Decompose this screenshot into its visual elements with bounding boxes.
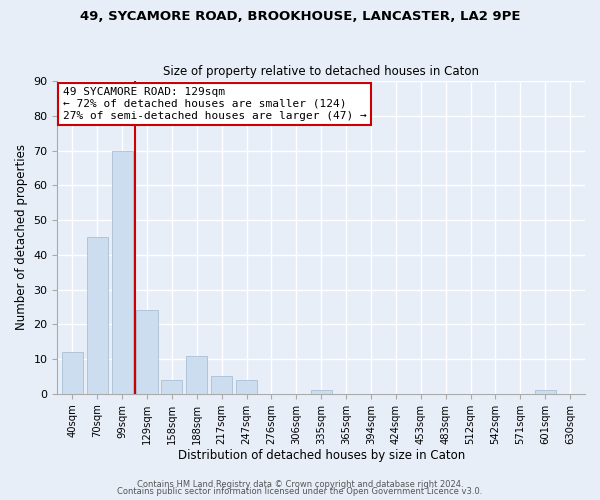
Text: 49, SYCAMORE ROAD, BROOKHOUSE, LANCASTER, LA2 9PE: 49, SYCAMORE ROAD, BROOKHOUSE, LANCASTER… [80,10,520,23]
X-axis label: Distribution of detached houses by size in Caton: Distribution of detached houses by size … [178,450,465,462]
Text: 49 SYCAMORE ROAD: 129sqm
← 72% of detached houses are smaller (124)
27% of semi-: 49 SYCAMORE ROAD: 129sqm ← 72% of detach… [62,88,367,120]
Text: Contains HM Land Registry data © Crown copyright and database right 2024.: Contains HM Land Registry data © Crown c… [137,480,463,489]
Bar [136,310,158,394]
Bar [186,356,208,394]
Y-axis label: Number of detached properties: Number of detached properties [15,144,28,330]
Bar [535,390,556,394]
Bar [62,352,83,394]
Bar [211,376,232,394]
Bar [161,380,182,394]
Text: Contains public sector information licensed under the Open Government Licence v3: Contains public sector information licen… [118,487,482,496]
Bar [112,150,133,394]
Bar [311,390,332,394]
Bar [236,380,257,394]
Bar [86,238,108,394]
Title: Size of property relative to detached houses in Caton: Size of property relative to detached ho… [163,66,479,78]
